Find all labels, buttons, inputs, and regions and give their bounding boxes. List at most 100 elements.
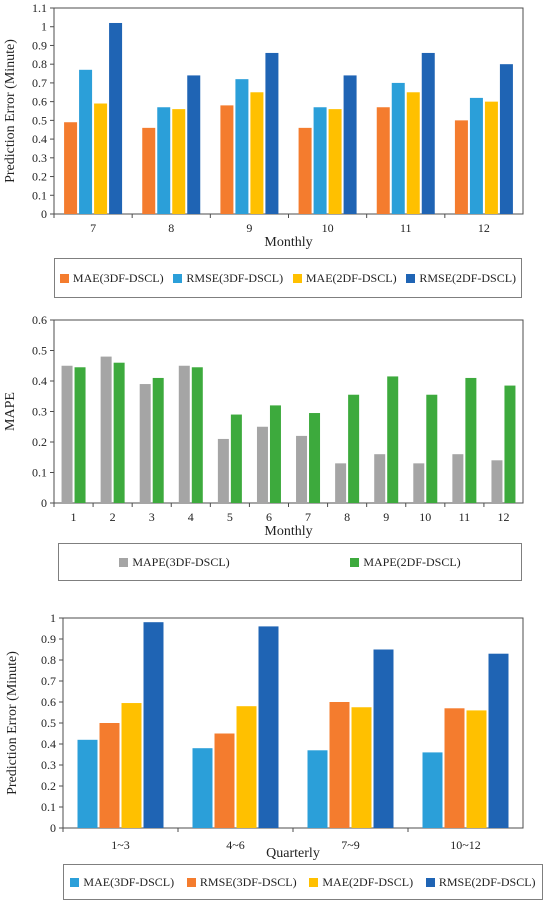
x-tick-label: 11 <box>400 221 412 235</box>
bar-MAE(2DF-DSCL)-12 <box>484 101 498 214</box>
x-tick-label: 4 <box>188 510 194 524</box>
legend-label: RMSE(2DF-DSCL) <box>438 874 536 889</box>
bar-MAE(3DF-DSCL)-7~9 <box>307 750 328 828</box>
bar-MAE(2DF-DSCL)-7 <box>94 103 108 214</box>
x-tick-label: 3 <box>149 510 155 524</box>
legend-label: MAE(2DF-DSCL) <box>322 874 414 889</box>
y-tick-label: 0.6 <box>32 95 47 109</box>
y-tick-label: 0.1 <box>32 466 47 480</box>
y-tick-label: 0.8 <box>41 653 56 667</box>
y-tick-label: 0.2 <box>41 779 56 793</box>
x-tick-label: 6 <box>266 510 272 524</box>
legend-label: RMSE(3DF-DSCL) <box>199 874 297 889</box>
bar-RMSE(3DF-DSCL)-7~9 <box>329 702 350 828</box>
bar-MAE(2DF-DSCL)-10 <box>328 109 342 214</box>
bar-MAE(2DF-DSCL)-4~6 <box>236 706 257 828</box>
legend-label: MAPE(3DF-DSCL) <box>132 554 230 569</box>
y-tick-label: 0.7 <box>41 674 56 688</box>
x-tick-label: 10 <box>419 510 431 524</box>
x-axis-title: Quarterly <box>266 846 320 861</box>
legend-quarterly-error: MAE(3DF-DSCL) RMSE(3DF-DSCL) MAE(2DF-DSCL)… <box>63 864 543 900</box>
x-tick-label: 2 <box>110 510 116 524</box>
legend-label: MAPE(2DF-DSCL) <box>363 554 461 569</box>
x-tick-label: 10~12 <box>450 838 481 852</box>
y-tick-label: 1.1 <box>32 1 47 15</box>
bar-MAE(2DF-DSCL)-7~9 <box>351 707 372 828</box>
bar-MAPE(3DF-DSCL)-12 <box>491 460 503 503</box>
y-tick-label: 0.9 <box>41 632 56 646</box>
bar-MAE(3DF-DSCL)-9 <box>220 105 234 214</box>
y-tick-label: 0.1 <box>41 800 56 814</box>
legend-entry: MAE(2DF-DSCL) <box>292 270 397 286</box>
legend-entry: RMSE(3DF-DSCL) <box>173 271 283 286</box>
x-tick-label: 7 <box>90 221 96 235</box>
bar-RMSE(2DF-DSCL)-1~3 <box>143 622 164 828</box>
bar-MAPE(3DF-DSCL)-1 <box>61 365 73 503</box>
bar-MAE(3DF-DSCL)-8 <box>142 127 156 214</box>
bar-MAPE(3DF-DSCL)-3 <box>139 384 151 503</box>
legend-entry: MAE(3DF-DSCL) <box>70 875 174 890</box>
legend-swatch <box>292 273 302 283</box>
y-tick-label: 0.4 <box>32 132 47 146</box>
bar-RMSE(3DF-DSCL)-10~12 <box>444 708 465 828</box>
legend-entry: MAE(3DF-DSCL) <box>59 270 164 286</box>
bar-RMSE(3DF-DSCL)-11 <box>391 82 405 214</box>
x-tick-label: 11 <box>459 510 471 524</box>
y-tick-label: 0 <box>41 207 47 221</box>
bar-MAPE(2DF-DSCL)-8 <box>348 394 360 503</box>
legend-label: MAE(3DF-DSCL) <box>83 874 175 889</box>
legend-entry: MAPE(2DF-DSCL) <box>350 554 461 570</box>
bar-RMSE(2DF-DSCL)-7 <box>109 22 123 215</box>
bar-RMSE(2DF-DSCL)-12 <box>499 64 513 214</box>
x-tick-label: 7 <box>305 510 311 524</box>
bar-RMSE(3DF-DSCL)-7 <box>79 69 93 214</box>
legend-entry: MAE(2DF-DSCL) <box>309 875 413 890</box>
legend-label: MAE(2DF-DSCL) <box>305 270 397 285</box>
legend-swatch <box>119 557 129 567</box>
y-tick-label: 1 <box>41 20 47 34</box>
y-tick-label: 0.6 <box>32 313 47 327</box>
bar-MAPE(2DF-DSCL)-3 <box>152 377 164 503</box>
x-tick-label: 9 <box>383 510 389 524</box>
x-tick-label: 9 <box>246 221 252 235</box>
y-tick-label: 1 <box>50 611 56 625</box>
bar-MAPE(3DF-DSCL)-8 <box>335 463 347 503</box>
bar-MAPE(3DF-DSCL)-5 <box>217 438 229 503</box>
x-tick-label: 1~3 <box>111 838 130 852</box>
bar-MAPE(3DF-DSCL)-4 <box>178 365 190 503</box>
bar-MAE(2DF-DSCL)-1~3 <box>121 703 142 828</box>
bar-MAPE(2DF-DSCL)-4 <box>191 367 203 503</box>
bar-MAPE(2DF-DSCL)-7 <box>309 413 321 503</box>
bar-MAPE(2DF-DSCL)-1 <box>74 367 86 503</box>
y-axis-title: Prediction Error (Minute) <box>5 651 20 795</box>
y-axis-title: MAPE <box>3 392 18 431</box>
legend-entry: RMSE(3DF-DSCL) <box>186 874 297 890</box>
y-tick-label: 0.3 <box>41 758 56 772</box>
y-tick-label: 0.2 <box>32 170 47 184</box>
legend-swatch <box>425 877 435 887</box>
bar-MAE(3DF-DSCL)-12 <box>454 120 468 214</box>
bar-MAPE(3DF-DSCL)-7 <box>296 435 308 503</box>
bar-RMSE(2DF-DSCL)-8 <box>187 75 201 214</box>
legend-swatch <box>186 877 196 887</box>
x-tick-label: 1 <box>71 510 77 524</box>
bar-MAE(2DF-DSCL)-8 <box>172 109 186 214</box>
legend-swatch <box>309 877 319 887</box>
x-tick-label: 8 <box>344 510 350 524</box>
x-axis-title: Monthly <box>264 235 312 250</box>
legend-label: MAE(3DF-DSCL) <box>72 270 164 285</box>
bar-MAPE(2DF-DSCL)-12 <box>504 385 516 503</box>
bar-MAPE(2DF-DSCL)-11 <box>465 377 477 503</box>
legend-entry: RMSE(2DF-DSCL) <box>406 271 516 286</box>
y-tick-label: 0.1 <box>32 188 47 202</box>
legend-swatch <box>59 273 69 283</box>
legend-swatch <box>70 877 80 887</box>
bar-MAE(2DF-DSCL)-10~12 <box>466 710 487 828</box>
bar-MAPE(2DF-DSCL)-10 <box>426 394 438 503</box>
x-tick-label: 12 <box>478 221 490 235</box>
bar-MAE(2DF-DSCL)-9 <box>250 92 264 214</box>
y-tick-label: 0.8 <box>32 57 47 71</box>
y-tick-label: 0.3 <box>32 151 47 165</box>
y-tick-label: 0 <box>50 821 56 835</box>
